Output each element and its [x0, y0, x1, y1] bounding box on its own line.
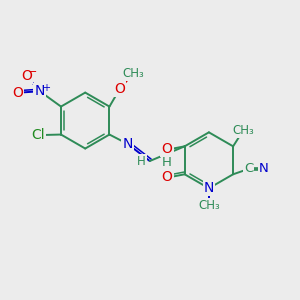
Text: H: H	[137, 155, 146, 168]
Text: N: N	[122, 137, 133, 151]
Text: O: O	[12, 86, 23, 100]
Text: O: O	[114, 82, 125, 96]
Text: CH₃: CH₃	[232, 124, 254, 136]
Text: −: −	[28, 68, 38, 77]
Text: N: N	[259, 163, 268, 176]
Text: N: N	[34, 84, 45, 98]
Text: C: C	[244, 163, 253, 176]
Text: O: O	[21, 69, 32, 83]
Text: O: O	[162, 142, 172, 156]
Text: CH₃: CH₃	[198, 199, 220, 212]
Text: Cl: Cl	[31, 128, 45, 142]
Text: +: +	[42, 83, 50, 93]
Text: H: H	[162, 156, 172, 169]
Text: CH₃: CH₃	[122, 67, 144, 80]
Text: O: O	[162, 170, 172, 184]
Text: N: N	[204, 181, 214, 195]
